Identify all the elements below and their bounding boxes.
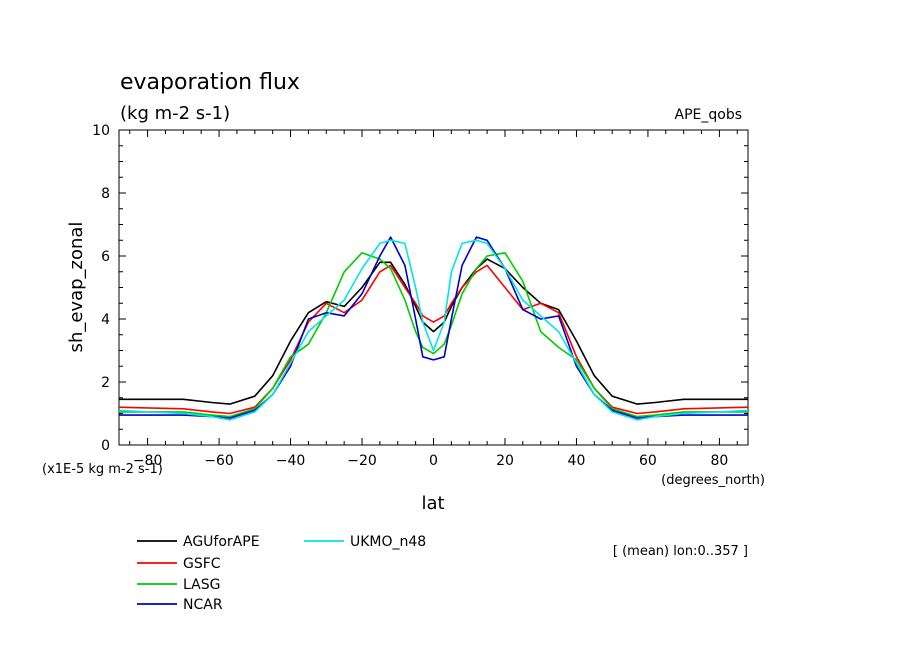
x-tick-label: −40 <box>276 453 306 469</box>
y-tick-label: 6 <box>101 249 110 265</box>
y-unit-note: (x1E-5 kg m-2 s-1) <box>42 462 163 477</box>
y-tick-label: 2 <box>101 375 110 391</box>
plot-frame <box>118 129 749 446</box>
series-line-ukmo-n48 <box>118 239 749 421</box>
legend-label-gsfc: GSFC <box>183 556 221 572</box>
x-tick-label: 20 <box>496 453 514 469</box>
series-line-gsfc <box>118 264 749 415</box>
x-axis-label: lat <box>421 493 444 514</box>
legend-label-ukmo-n48: UKMO_n48 <box>350 534 426 550</box>
mean-note: [ (mean) lon:0..357 ] <box>613 544 748 559</box>
series-line-lasg <box>119 252 748 418</box>
series-line-aguforape <box>119 258 748 405</box>
experiment-label: APE_qobs <box>675 107 743 123</box>
x-tick-label: 0 <box>429 453 438 469</box>
y-tick-label: 0 <box>101 438 110 454</box>
chart-title: evaporation flux <box>120 70 300 95</box>
series-line-ncar <box>119 236 748 420</box>
y-tick-label: 8 <box>101 186 110 202</box>
x-tick-label: −60 <box>204 453 234 469</box>
x-tick-label: −80 <box>133 453 163 469</box>
y-tick-label: 10 <box>92 123 110 139</box>
axes: −80 −60 −40 −20 0 20 40 60 80 0 2 4 6 8 10 <box>92 123 749 469</box>
x-unit-note: (degrees_north) <box>661 473 765 488</box>
legend-label-ncar: NCAR <box>183 597 223 613</box>
x-tick-label: −20 <box>347 453 377 469</box>
series-lines <box>118 236 749 421</box>
y-axis-label: sh_evap_zonal <box>66 222 87 353</box>
y-tick-label: 4 <box>101 312 110 328</box>
x-tick-label: 40 <box>568 453 586 469</box>
chart-subtitle: (kg m-2 s-1) <box>120 103 230 124</box>
x-tick-label: 80 <box>710 453 728 469</box>
legend-label-lasg: LASG <box>183 577 220 593</box>
x-tick-label: 60 <box>639 453 657 469</box>
legend: AGUforAPE GSFC LASG NCAR UKMO_n48 <box>137 534 426 613</box>
legend-label-aguforape: AGUforAPE <box>183 534 260 550</box>
